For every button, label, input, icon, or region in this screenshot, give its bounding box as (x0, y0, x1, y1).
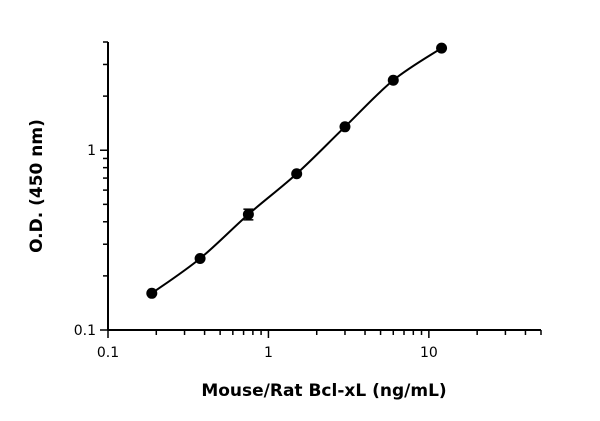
data-point (339, 121, 351, 133)
data-point (387, 74, 399, 86)
y-axis-title: O.D. (450 nm) (27, 119, 47, 253)
data-point (194, 252, 206, 264)
data-point (436, 42, 448, 54)
y-axis: 0.11 (74, 41, 109, 339)
data-point (242, 208, 254, 220)
x-tick-label: 1 (264, 345, 273, 361)
data-point (146, 287, 158, 299)
data-point (291, 168, 303, 180)
x-axis-title: Mouse/Rat Bcl-xL (ng/mL) (201, 381, 446, 401)
x-tick-label: 10 (420, 345, 438, 361)
y-tick-label: 0.1 (74, 323, 96, 339)
x-axis: 0.1 1 10 (97, 329, 542, 361)
y-tick-label: 1 (87, 143, 96, 159)
x-tick-label: 0.1 (97, 345, 119, 361)
plot-layer (146, 42, 448, 299)
